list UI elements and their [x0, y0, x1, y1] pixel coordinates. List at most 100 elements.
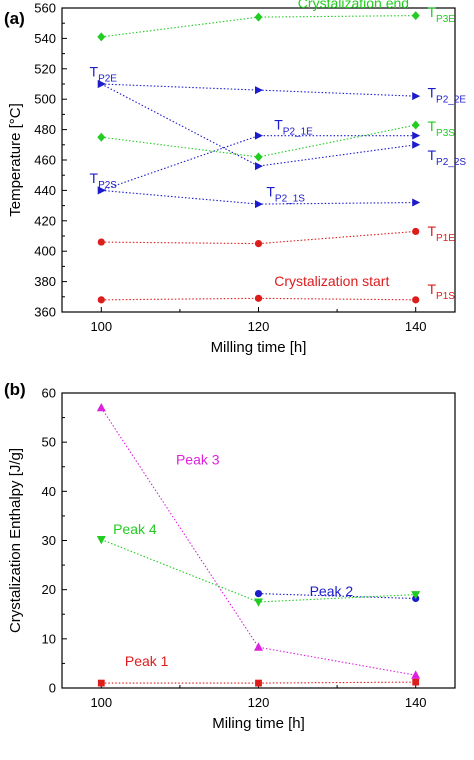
data-point — [255, 162, 263, 171]
annotation-main: T — [90, 63, 99, 79]
data-point — [255, 679, 262, 687]
series-tp3e — [97, 11, 420, 42]
y-tick-label: 480 — [34, 122, 56, 137]
y-tick-label: 40 — [42, 484, 56, 499]
annotation-main: T — [427, 118, 436, 134]
data-point — [254, 642, 263, 651]
y-tick-label: 60 — [42, 386, 56, 401]
annotation-crystalization-end: Crystalization end — [298, 0, 409, 11]
annotation-tp2-2s: TP2_2S — [427, 147, 466, 168]
annotation-main: T — [427, 147, 436, 163]
annotation-peak-2: Peak 2 — [310, 583, 354, 599]
data-point — [411, 11, 420, 21]
annotation-subscript: P2_2E — [436, 95, 466, 106]
annotation-main: T — [274, 117, 283, 133]
x-tick-label: 100 — [90, 319, 112, 334]
annotation-crystalization-start: Crystalization start — [274, 273, 389, 289]
annotation-subscript: P2S — [98, 180, 117, 191]
annotation-subscript: P2_1E — [283, 127, 313, 138]
x-tick-label: 140 — [405, 319, 427, 334]
series-line — [100, 407, 416, 676]
series-line — [101, 124, 416, 158]
x-axis-title: Milling time [h] — [211, 339, 307, 356]
annotation-subscript: P1S — [436, 291, 455, 302]
data-point — [412, 131, 421, 140]
annotation-subscript: P3S — [436, 128, 455, 139]
y-axis-title: Crystalization Enthalpy [J/g] — [7, 448, 24, 633]
annotation-main: T — [90, 170, 99, 186]
y-tick-label: 50 — [42, 435, 56, 450]
annotation-peak-4: Peak 4 — [113, 521, 157, 537]
annotation-subscript: P2_1S — [275, 193, 305, 204]
data-point — [254, 152, 263, 162]
y-tick-label: 420 — [34, 213, 56, 228]
annotation-subscript: P2_2S — [436, 157, 466, 168]
panel-label: (b) — [4, 380, 26, 399]
series-tp2-1s — [97, 186, 421, 209]
y-tick-label: 360 — [34, 305, 56, 320]
annotation-main: T — [427, 85, 436, 101]
data-point — [254, 12, 263, 22]
series-tp3s — [97, 120, 420, 162]
series-peak-1 — [97, 678, 420, 687]
data-point — [412, 198, 421, 207]
data-point — [97, 238, 105, 246]
annotation-main: T — [427, 281, 436, 297]
y-tick-label: 520 — [34, 61, 56, 76]
annotation-tp3e: TP3E — [427, 4, 455, 25]
y-tick-label: 10 — [42, 631, 56, 646]
annotation-subscript: P2E — [98, 73, 117, 84]
series-tp1s — [97, 294, 420, 304]
annotation-tp1e: TP1E — [427, 223, 455, 244]
annotation-tp1s: TP1S — [427, 281, 455, 302]
data-point — [97, 80, 106, 88]
x-tick-label: 100 — [90, 695, 112, 710]
y-tick-label: 380 — [34, 274, 56, 289]
annotation-main: T — [427, 223, 436, 239]
series-tp2-1e — [97, 80, 421, 101]
data-point — [97, 132, 106, 142]
data-point — [412, 296, 420, 304]
x-tick-label: 120 — [248, 319, 270, 334]
annotation-tp2-1e: TP2_1E — [274, 117, 313, 138]
data-point — [412, 227, 420, 236]
data-point — [97, 679, 105, 687]
x-tick-label: 120 — [248, 695, 270, 710]
annotation-peak-1: Peak 1 — [125, 653, 169, 669]
panel-b-enthalpy-chart: (b) 0 10 20 30 40 50 60 100 120 140 Miling time [h]… — [4, 380, 456, 732]
y-tick-label: 20 — [42, 582, 56, 597]
annotation-tp3s: TP3S — [427, 118, 455, 139]
series-peak-4 — [96, 536, 421, 607]
y-tick-label: 30 — [42, 533, 56, 548]
annotation-main: T — [266, 183, 275, 199]
series-tp1e — [97, 227, 420, 248]
data-point — [97, 32, 106, 42]
y-tick-label: 540 — [34, 31, 56, 46]
data-point — [254, 590, 263, 598]
annotation-tp2e: TP2E — [90, 63, 118, 84]
series-tp2s — [97, 131, 421, 195]
data-point — [412, 92, 421, 101]
annotation-peak-3: Peak 3 — [176, 451, 220, 467]
data-point — [97, 186, 106, 195]
y-tick-label: 400 — [34, 244, 56, 259]
data-point — [254, 598, 263, 607]
data-point — [254, 240, 263, 248]
data-point — [411, 591, 421, 600]
annotation-tp2s: TP2S — [90, 170, 118, 191]
data-point — [412, 140, 421, 149]
panel-a-temperature-chart: (a) 360 380 400 420 440 460 480 500 520 540 560 100 1… — [4, 0, 466, 356]
data-point — [96, 536, 106, 545]
annotation-subscript: P1E — [436, 233, 455, 244]
data-point — [255, 86, 263, 95]
data-point — [96, 402, 106, 412]
data-point — [254, 294, 263, 302]
y-tick-label: 560 — [34, 1, 56, 16]
x-tick-label: 140 — [405, 695, 427, 710]
y-tick-label: 0 — [49, 681, 56, 696]
annotation-main: T — [427, 4, 436, 20]
annotation-tp2-2e: TP2_2E — [427, 85, 466, 106]
annotation-subscript: P3E — [436, 14, 455, 25]
data-point — [255, 200, 263, 209]
